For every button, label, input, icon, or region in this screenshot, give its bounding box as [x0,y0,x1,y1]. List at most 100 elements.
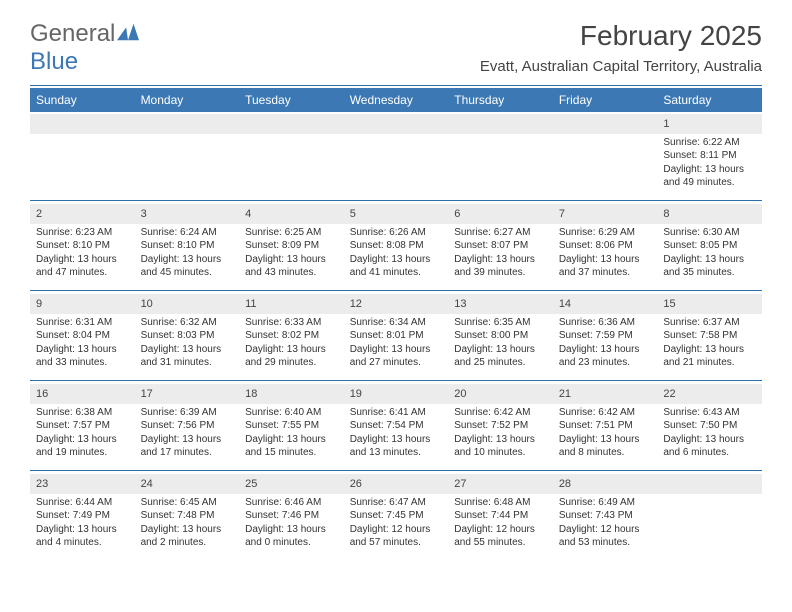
day-number: 9 [30,294,135,314]
day-number: 3 [135,204,240,224]
day-cell: 12Sunrise: 6:34 AMSunset: 8:01 PMDayligh… [344,292,449,380]
day-body: Sunrise: 6:36 AMSunset: 7:59 PMDaylight:… [553,316,658,374]
day-cell: 17Sunrise: 6:39 AMSunset: 7:56 PMDayligh… [135,382,240,470]
header: General February 2025 Evatt, Australian … [0,0,792,81]
day-body: Sunrise: 6:32 AMSunset: 8:03 PMDaylight:… [135,316,240,374]
sunrise: Sunrise: 6:25 AM [245,226,338,240]
sunrise: Sunrise: 6:27 AM [454,226,547,240]
day-body: Sunrise: 6:22 AMSunset: 8:11 PMDaylight:… [657,136,762,194]
sunrise: Sunrise: 6:23 AM [36,226,129,240]
day-body: Sunrise: 6:49 AMSunset: 7:43 PMDaylight:… [553,496,658,554]
sunset: Sunset: 7:50 PM [663,419,756,433]
day-body: Sunrise: 6:40 AMSunset: 7:55 PMDaylight:… [239,406,344,464]
day-header: Sunday [30,88,135,112]
day-cell: 15Sunrise: 6:37 AMSunset: 7:58 PMDayligh… [657,292,762,380]
day-body: Sunrise: 6:33 AMSunset: 8:02 PMDaylight:… [239,316,344,374]
daylight: Daylight: 13 hours and 17 minutes. [141,433,234,460]
day-header: Wednesday [344,88,449,112]
daylight: Daylight: 13 hours and 4 minutes. [36,523,129,550]
day-number: 18 [239,384,344,404]
day-cell: 28Sunrise: 6:49 AMSunset: 7:43 PMDayligh… [553,472,658,560]
sunset: Sunset: 8:07 PM [454,239,547,253]
sunset: Sunset: 7:52 PM [454,419,547,433]
day-number: 16 [30,384,135,404]
daylight: Daylight: 13 hours and 15 minutes. [245,433,338,460]
sunset: Sunset: 8:05 PM [663,239,756,253]
sunset: Sunset: 7:48 PM [141,509,234,523]
calendar-body: 1Sunrise: 6:22 AMSunset: 8:11 PMDaylight… [30,112,762,560]
sunrise: Sunrise: 6:47 AM [350,496,443,510]
top-divider [30,85,762,86]
day-body: Sunrise: 6:42 AMSunset: 7:51 PMDaylight:… [553,406,658,464]
daylight: Daylight: 13 hours and 49 minutes. [663,163,756,190]
day-body: Sunrise: 6:42 AMSunset: 7:52 PMDaylight:… [448,406,553,464]
day-number-empty [657,474,762,494]
sunset: Sunset: 8:01 PM [350,329,443,343]
sunset: Sunset: 7:43 PM [559,509,652,523]
day-body: Sunrise: 6:38 AMSunset: 7:57 PMDaylight:… [30,406,135,464]
day-number: 1 [657,114,762,134]
week-divider [30,470,762,471]
title-block: February 2025 Evatt, Australian Capital … [480,20,762,75]
sunrise: Sunrise: 6:35 AM [454,316,547,330]
daylight: Daylight: 13 hours and 37 minutes. [559,253,652,280]
day-number-empty [344,114,449,134]
daylight: Daylight: 13 hours and 8 minutes. [559,433,652,460]
day-number: 11 [239,294,344,314]
day-number: 26 [344,474,449,494]
day-number-empty [30,114,135,134]
sunset: Sunset: 8:04 PM [36,329,129,343]
sunrise: Sunrise: 6:36 AM [559,316,652,330]
sunrise: Sunrise: 6:42 AM [454,406,547,420]
day-cell: 19Sunrise: 6:41 AMSunset: 7:54 PMDayligh… [344,382,449,470]
logo: General [30,20,139,48]
day-number: 10 [135,294,240,314]
day-cell: 7Sunrise: 6:29 AMSunset: 8:06 PMDaylight… [553,202,658,290]
day-header: Saturday [657,88,762,112]
daylight: Daylight: 13 hours and 33 minutes. [36,343,129,370]
day-body: Sunrise: 6:39 AMSunset: 7:56 PMDaylight:… [135,406,240,464]
day-number: 22 [657,384,762,404]
day-body: Sunrise: 6:31 AMSunset: 8:04 PMDaylight:… [30,316,135,374]
day-cell: 18Sunrise: 6:40 AMSunset: 7:55 PMDayligh… [239,382,344,470]
day-cell: 3Sunrise: 6:24 AMSunset: 8:10 PMDaylight… [135,202,240,290]
sunset: Sunset: 7:51 PM [559,419,652,433]
day-cell: 21Sunrise: 6:42 AMSunset: 7:51 PMDayligh… [553,382,658,470]
day-body: Sunrise: 6:25 AMSunset: 8:09 PMDaylight:… [239,226,344,284]
sunset: Sunset: 8:10 PM [36,239,129,253]
day-number: 6 [448,204,553,224]
day-cell [553,112,658,200]
daylight: Daylight: 13 hours and 6 minutes. [663,433,756,460]
week-row: 9Sunrise: 6:31 AMSunset: 8:04 PMDaylight… [30,292,762,380]
sunset: Sunset: 7:49 PM [36,509,129,523]
day-number: 8 [657,204,762,224]
logo-mark-icon [117,23,139,41]
day-body: Sunrise: 6:37 AMSunset: 7:58 PMDaylight:… [657,316,762,374]
daylight: Daylight: 13 hours and 39 minutes. [454,253,547,280]
day-number: 7 [553,204,658,224]
logo-text-general: General [30,20,115,48]
daylight: Daylight: 13 hours and 45 minutes. [141,253,234,280]
week-row: 16Sunrise: 6:38 AMSunset: 7:57 PMDayligh… [30,382,762,470]
day-header: Friday [553,88,658,112]
sunrise: Sunrise: 6:32 AM [141,316,234,330]
sunset: Sunset: 8:00 PM [454,329,547,343]
sunrise: Sunrise: 6:44 AM [36,496,129,510]
day-cell: 6 Sunrise: 6:27 AMSunset: 8:07 PMDaylight… [448,202,553,290]
sunset: Sunset: 8:02 PM [245,329,338,343]
day-body: Sunrise: 6:44 AMSunset: 7:49 PMDaylight:… [30,496,135,554]
sunrise: Sunrise: 6:22 AM [663,136,756,150]
sunset: Sunset: 8:06 PM [559,239,652,253]
daylight: Daylight: 13 hours and 29 minutes. [245,343,338,370]
day-number: 17 [135,384,240,404]
day-body: Sunrise: 6:45 AMSunset: 7:48 PMDaylight:… [135,496,240,554]
daylight: Daylight: 13 hours and 25 minutes. [454,343,547,370]
week-divider [30,200,762,201]
sunset: Sunset: 7:57 PM [36,419,129,433]
sunset: Sunset: 8:03 PM [141,329,234,343]
sunrise: Sunrise: 6:38 AM [36,406,129,420]
day-cell [448,112,553,200]
day-number: 14 [553,294,658,314]
calendar-head: SundayMondayTuesdayWednesdayThursdayFrid… [30,88,762,112]
daylight: Daylight: 13 hours and 10 minutes. [454,433,547,460]
